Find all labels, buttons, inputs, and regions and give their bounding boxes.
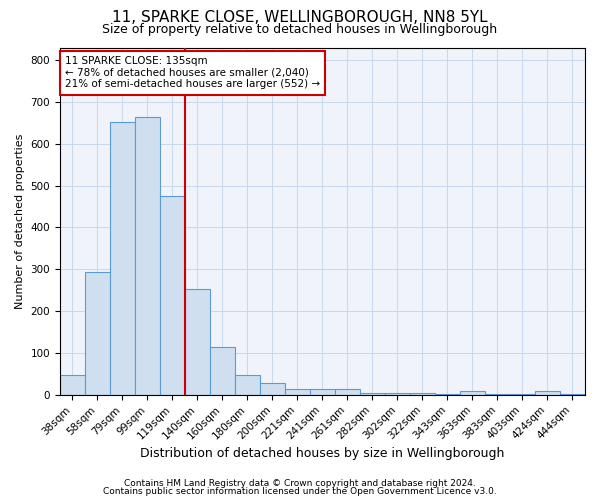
X-axis label: Distribution of detached houses by size in Wellingborough: Distribution of detached houses by size … xyxy=(140,447,505,460)
Bar xyxy=(285,388,310,395)
Bar xyxy=(160,196,185,395)
Bar xyxy=(385,393,410,395)
Bar xyxy=(60,375,85,395)
Bar xyxy=(85,272,110,395)
Text: Contains HM Land Registry data © Crown copyright and database right 2024.: Contains HM Land Registry data © Crown c… xyxy=(124,478,476,488)
Bar xyxy=(235,375,260,395)
Bar xyxy=(135,116,160,395)
Bar xyxy=(260,382,285,395)
Text: Contains public sector information licensed under the Open Government Licence v3: Contains public sector information licen… xyxy=(103,487,497,496)
Text: Size of property relative to detached houses in Wellingborough: Size of property relative to detached ho… xyxy=(103,22,497,36)
Text: 11 SPARKE CLOSE: 135sqm
← 78% of detached houses are smaller (2,040)
21% of semi: 11 SPARKE CLOSE: 135sqm ← 78% of detache… xyxy=(65,56,320,90)
Text: 11, SPARKE CLOSE, WELLINGBOROUGH, NN8 5YL: 11, SPARKE CLOSE, WELLINGBOROUGH, NN8 5Y… xyxy=(112,10,488,25)
Bar xyxy=(110,122,135,395)
Bar xyxy=(410,393,435,395)
Bar xyxy=(310,389,335,395)
Bar xyxy=(185,290,210,395)
Bar xyxy=(210,347,235,395)
Bar xyxy=(335,390,360,395)
Bar xyxy=(435,394,460,395)
Bar xyxy=(460,391,485,395)
Y-axis label: Number of detached properties: Number of detached properties xyxy=(15,134,25,309)
Bar xyxy=(535,391,560,395)
Bar xyxy=(360,393,385,395)
